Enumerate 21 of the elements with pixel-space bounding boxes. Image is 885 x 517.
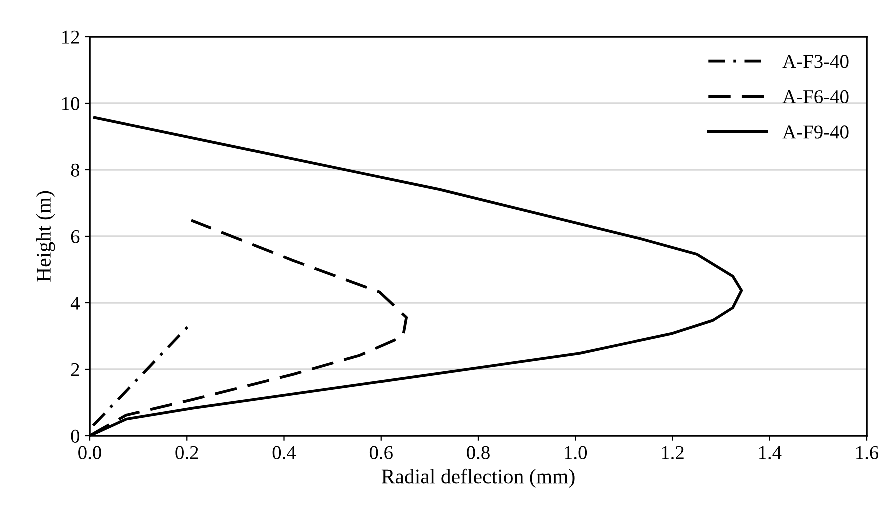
legend-label: A-F3-40 xyxy=(782,55,849,68)
legend-label: A-F6-40 xyxy=(782,90,849,104)
x-tick-label: 1.0 xyxy=(565,446,588,460)
x-tick-label: 1.4 xyxy=(759,446,782,460)
y-tick-label: 12 xyxy=(62,30,80,44)
y-tick-label: 10 xyxy=(62,97,80,110)
y-tick-label: 2 xyxy=(71,363,80,376)
y-tick-label: 6 xyxy=(71,230,80,244)
x-tick-label: 0.4 xyxy=(272,446,296,460)
y-tick-label: 8 xyxy=(71,164,80,177)
x-axis-title: Radial deflection (mm) xyxy=(382,468,575,488)
x-tick-label: 0.2 xyxy=(176,446,198,460)
y-tick-label: 0 xyxy=(71,430,80,443)
x-tick-label: 0.6 xyxy=(370,446,393,460)
x-tick-label: 0.8 xyxy=(467,446,490,460)
y-axis-title: Height (m) xyxy=(36,191,56,282)
x-tick-label: 0.0 xyxy=(78,446,102,460)
legend-label: A-F9-40 xyxy=(782,126,849,139)
x-tick-label: 1.6 xyxy=(856,446,879,460)
x-tick-label: 1.2 xyxy=(662,446,684,460)
y-tick-label: 4 xyxy=(70,296,80,310)
